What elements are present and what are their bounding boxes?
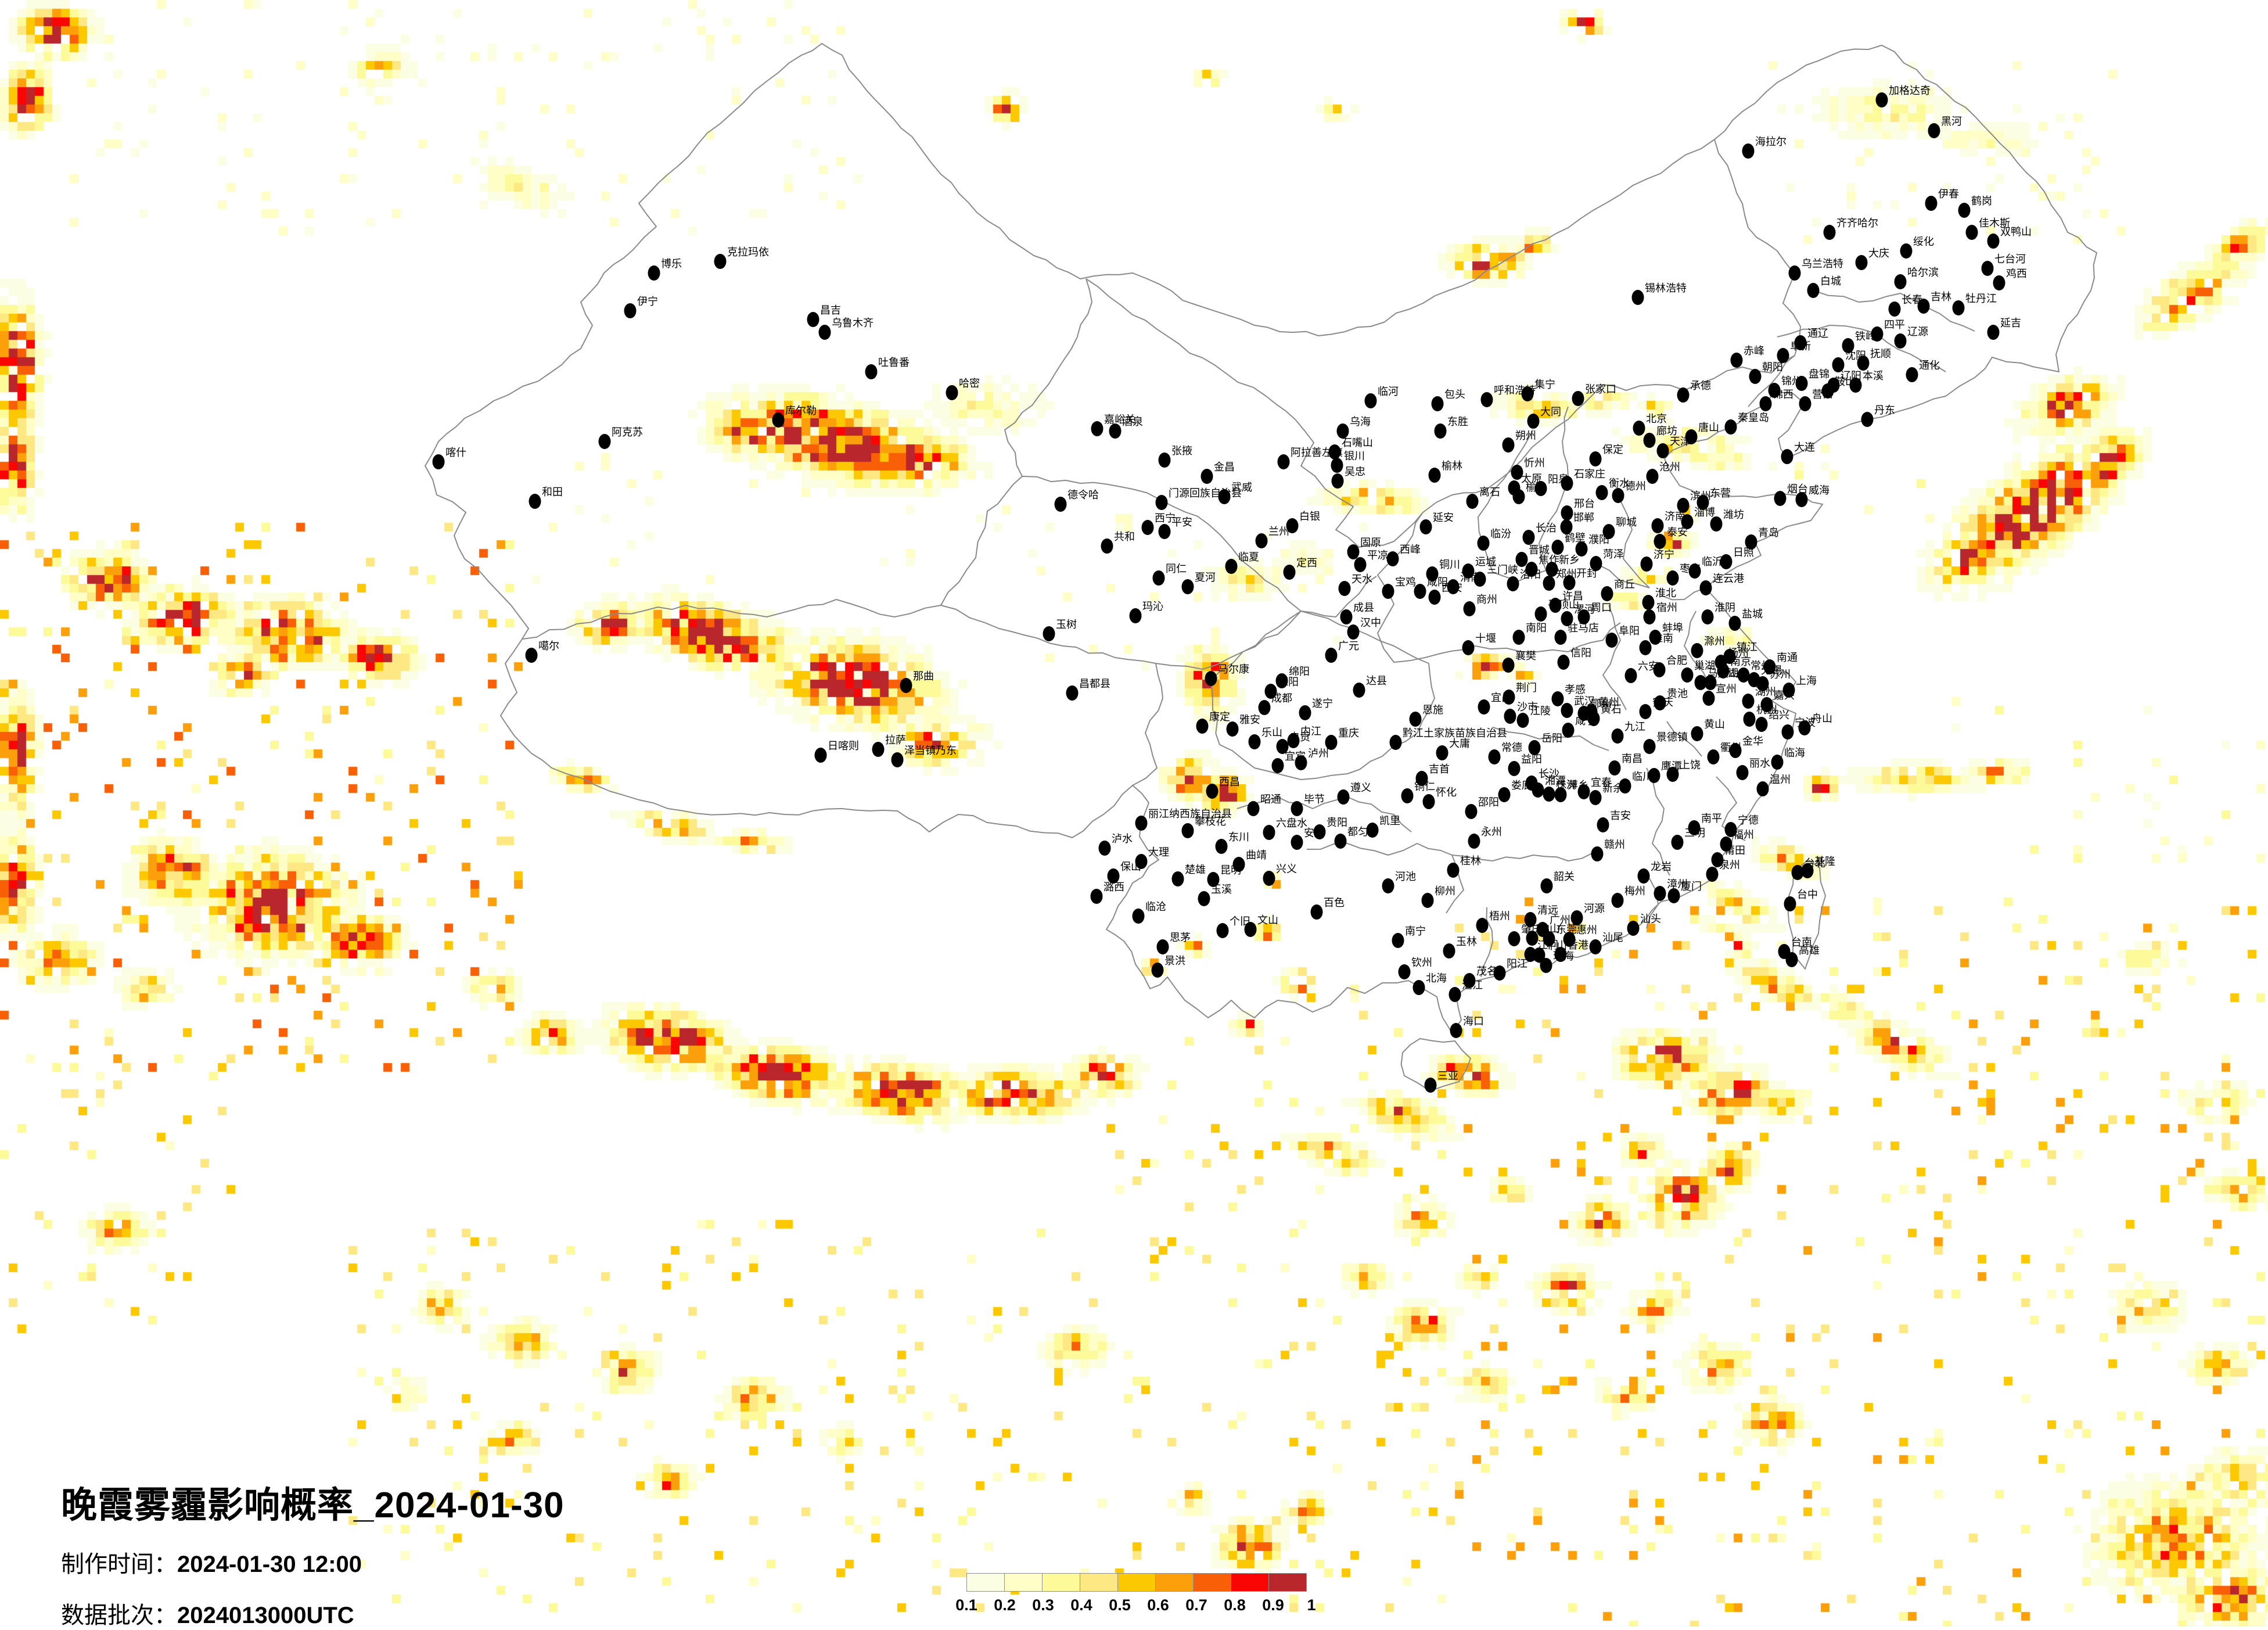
legend-tick-label: 1 <box>1307 1596 1316 1614</box>
legend-tick-label: 0.1 <box>955 1596 977 1614</box>
province-boundary-9 <box>1492 570 1547 581</box>
province-boundary-14 <box>1347 796 1412 832</box>
legend-tick-label: 0.4 <box>1070 1596 1092 1614</box>
province-boundary-19 <box>1666 721 1702 757</box>
production-time-label: 制作时间： <box>61 1552 177 1577</box>
province-boundary-11 <box>1210 611 1435 780</box>
province-boundary-28 <box>1777 325 1878 338</box>
province-boundary-21 <box>1602 605 1627 710</box>
province-boundary-3 <box>1132 663 1163 786</box>
province-boundary-17 <box>1451 852 1595 861</box>
province-boundary-16 <box>1492 727 1609 751</box>
legend-swatch <box>1117 1573 1156 1592</box>
legend-swatch <box>1080 1573 1118 1592</box>
legend-swatch <box>1268 1573 1307 1592</box>
province-boundary-1 <box>940 278 1092 606</box>
legend-tick-label: 0.6 <box>1147 1596 1169 1614</box>
province-boundary-4 <box>1155 576 1377 670</box>
legend-swatch <box>1155 1573 1194 1592</box>
national-boundary <box>425 43 2097 1033</box>
province-boundary-27 <box>1748 355 1795 407</box>
legend-tick-label: 0.7 <box>1185 1596 1207 1614</box>
island-boundary-0 <box>1400 1038 1471 1092</box>
legend-swatch <box>1193 1573 1231 1592</box>
island-boundary-1 <box>1787 859 1826 970</box>
province-boundary-8 <box>1539 406 1569 571</box>
province-boundary-2 <box>940 605 1156 664</box>
province-boundary-25 <box>1480 907 1493 978</box>
province-boundary-12 <box>1237 796 1348 809</box>
province-boundary-24 <box>1620 500 1650 588</box>
legend-tick-label: 0.9 <box>1262 1596 1284 1614</box>
production-time-line: 制作时间：2024-01-30 12:00 <box>61 1545 565 1579</box>
province-boundary-20 <box>1684 611 1711 687</box>
province-boundary-0 <box>522 599 941 640</box>
province-boundary-6 <box>1086 139 1801 548</box>
legend-swatch <box>1004 1573 1043 1592</box>
province-boundary-18 <box>1646 767 1670 876</box>
province-boundary-30 <box>1813 290 1975 332</box>
legend-tick-label: 0.5 <box>1109 1596 1131 1614</box>
data-batch-label: 数据批次： <box>61 1603 177 1628</box>
province-boundary-7 <box>1478 429 1534 573</box>
province-boundary-26 <box>1446 855 1464 914</box>
province-boundary-32 <box>1660 587 1706 601</box>
province-boundary-10 <box>1377 512 1476 663</box>
province-boundary-15 <box>1475 622 1621 652</box>
legend-swatch <box>1231 1573 1269 1592</box>
province-boundary-29 <box>1877 333 1946 372</box>
legend-tick-label: 0.8 <box>1224 1596 1246 1614</box>
legend-swatch <box>1042 1573 1080 1592</box>
map-info-block: 晚霞雾霾影响概率_2024-01-30 制作时间：2024-01-30 12:0… <box>61 1475 565 1630</box>
legend-swatch <box>966 1573 1005 1592</box>
province-boundary-13 <box>1306 843 1453 856</box>
production-time-value: 2024-01-30 12:00 <box>177 1552 362 1577</box>
province-boundary-23 <box>1716 776 1746 841</box>
province-boundary-31 <box>1595 563 1650 588</box>
legend-tick-label: 0.2 <box>994 1596 1016 1614</box>
page-title: 晚霞雾霾影响概率_2024-01-30 <box>61 1485 565 1525</box>
data-batch-value: 2024013000UTC <box>177 1603 354 1628</box>
province-boundary-5 <box>1022 476 1302 612</box>
legend-swatch-row <box>966 1573 1307 1592</box>
legend-tick-label: 0.3 <box>1032 1596 1054 1614</box>
province-boundary-22 <box>1646 878 1659 929</box>
data-batch-line: 数据批次：2024013000UTC <box>61 1596 565 1630</box>
